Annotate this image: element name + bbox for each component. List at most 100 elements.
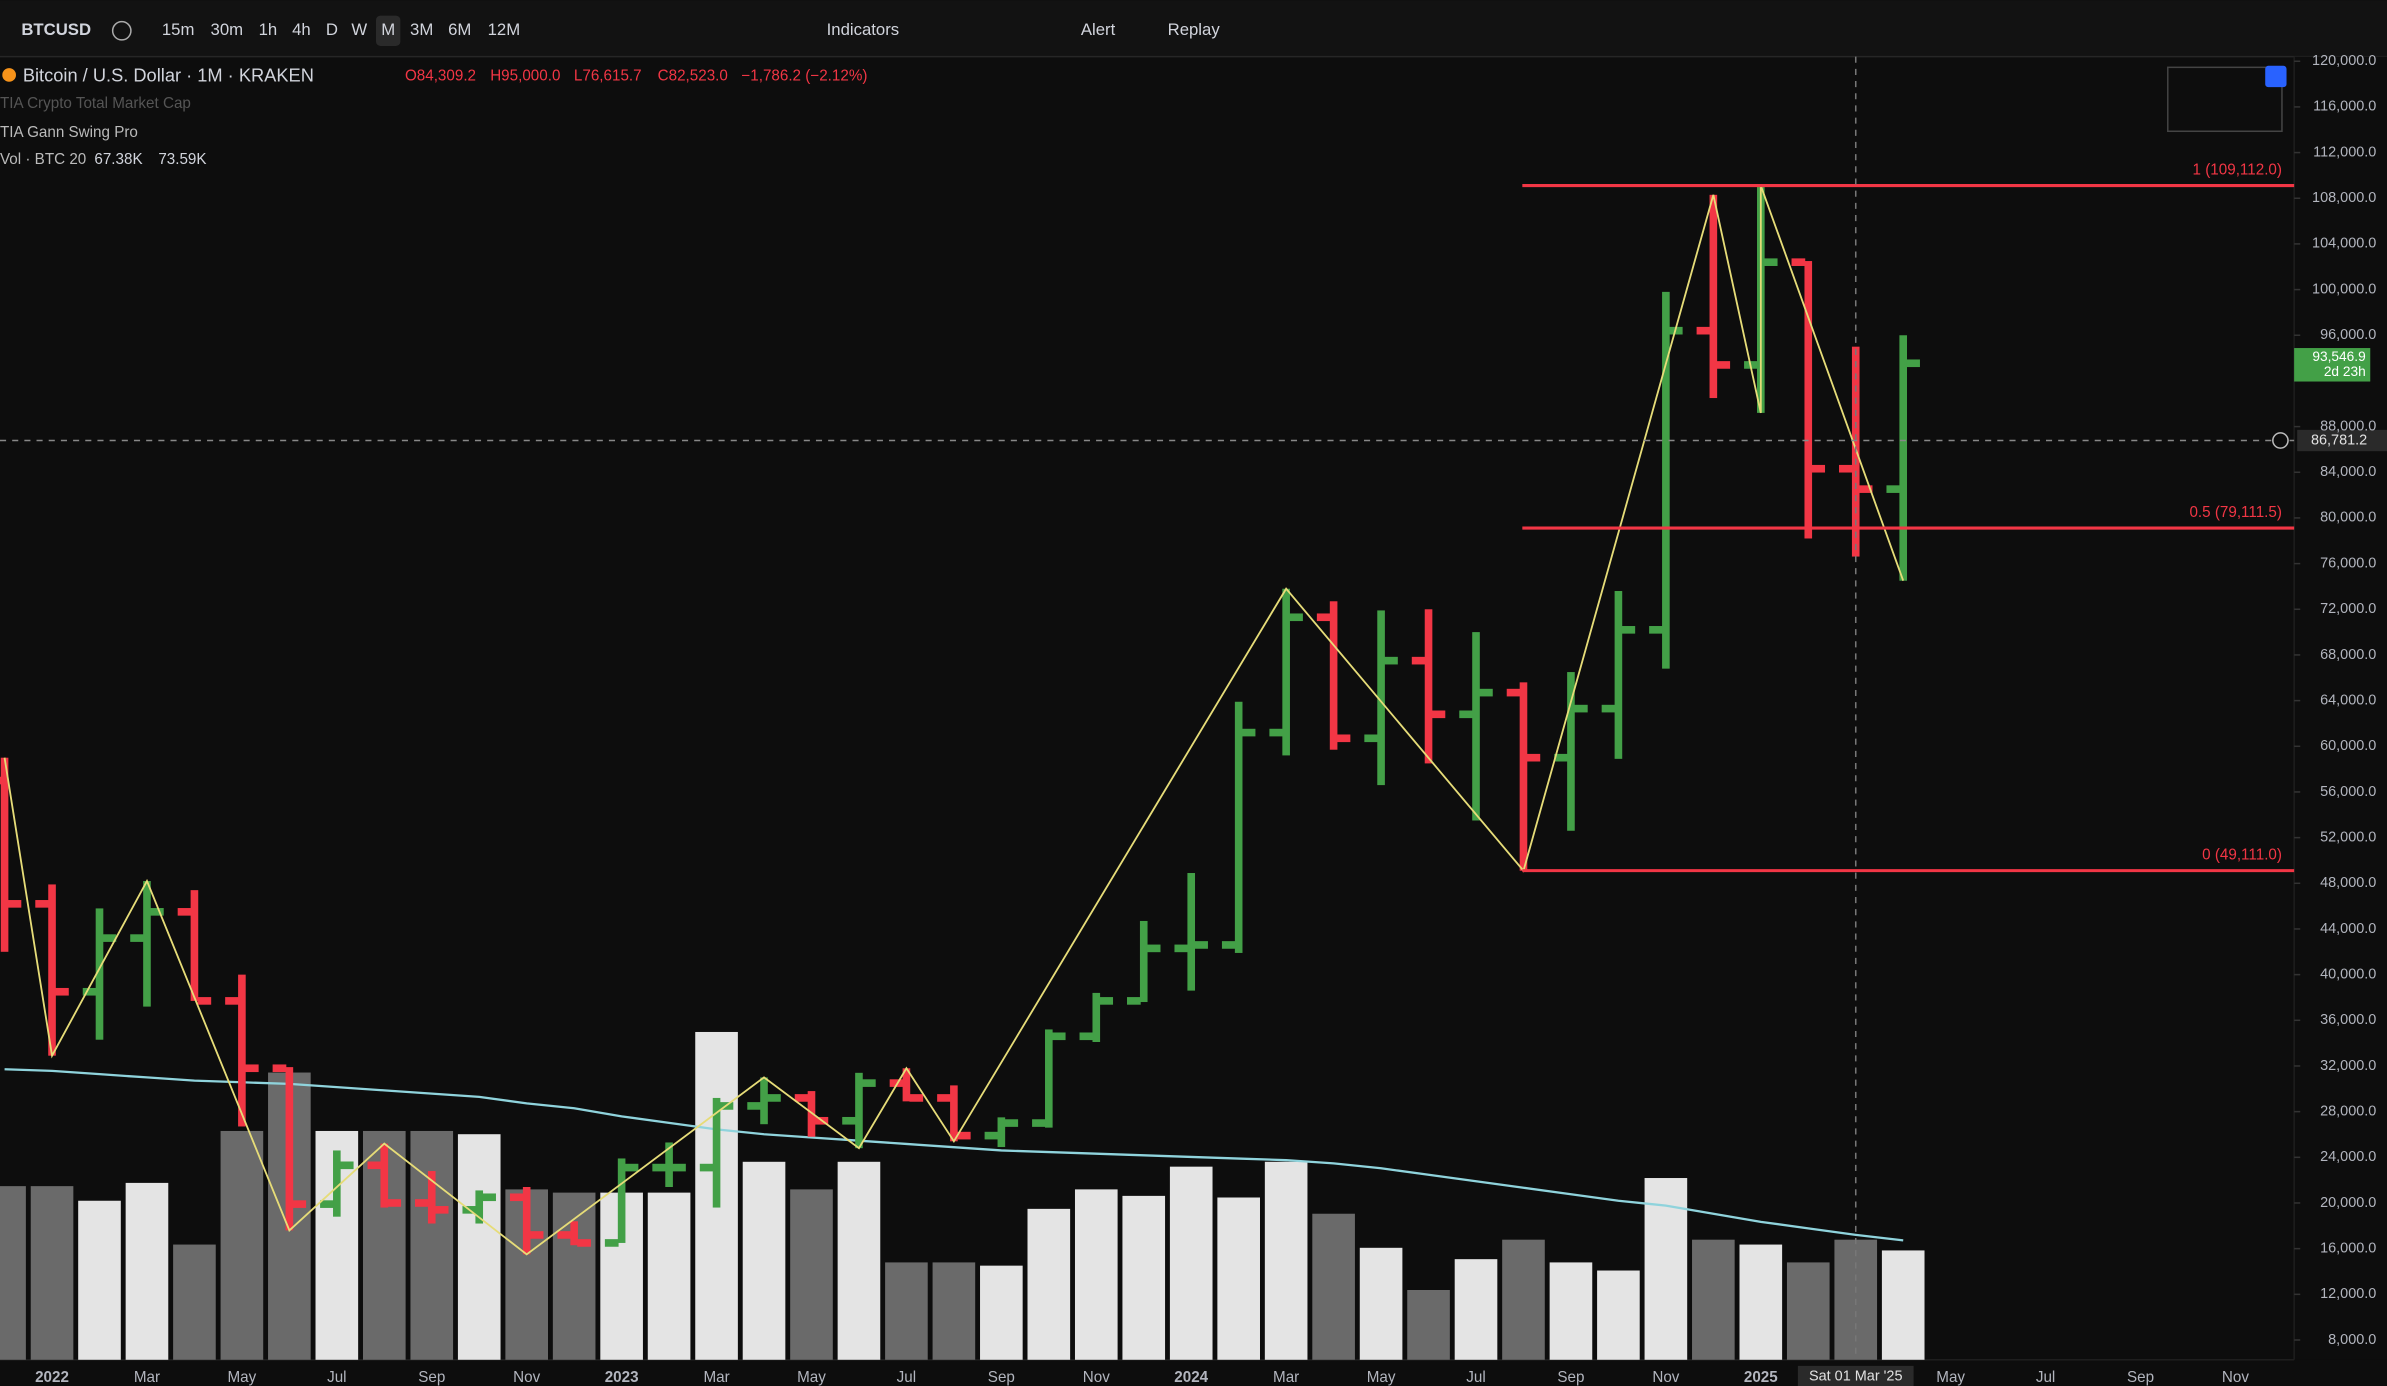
ohlc-close bbox=[1289, 613, 1303, 622]
x-tick-label: Nov bbox=[1083, 1369, 1110, 1386]
volume-bar bbox=[885, 1262, 928, 1360]
ohlc-open bbox=[1221, 941, 1236, 949]
indicators-button[interactable]: Indicators bbox=[827, 20, 900, 39]
volume-bar bbox=[1454, 1259, 1498, 1360]
ohlc-close bbox=[1479, 688, 1493, 697]
ohlc-range bbox=[380, 1143, 389, 1208]
volume-bar bbox=[552, 1192, 596, 1360]
ohlc-range bbox=[570, 1221, 578, 1246]
ohlc-open bbox=[557, 1231, 572, 1239]
interval-button[interactable]: W bbox=[351, 20, 367, 39]
ohlc-range bbox=[1092, 992, 1101, 1042]
x-tick-label: May bbox=[797, 1369, 826, 1386]
ohlc-open bbox=[1696, 326, 1711, 335]
ohlc-range bbox=[760, 1077, 768, 1125]
volume-bar bbox=[1786, 1262, 1830, 1360]
volume-bar bbox=[78, 1200, 121, 1360]
ohlc-open bbox=[1079, 1032, 1094, 1041]
x-tick-label: Mar bbox=[1273, 1369, 1299, 1386]
ohlc-open bbox=[842, 1116, 856, 1125]
y-tick-label: 80,000.0 bbox=[2320, 510, 2376, 526]
ohlc-close bbox=[1906, 359, 1920, 368]
y-tick-label: 60,000.0 bbox=[2320, 738, 2376, 754]
ohlc-open bbox=[1506, 688, 1521, 697]
volume-bar bbox=[1074, 1189, 1118, 1360]
ohlc-open bbox=[320, 1200, 334, 1208]
volume-bar bbox=[1359, 1247, 1403, 1360]
volume-bar bbox=[30, 1186, 74, 1360]
ohlc-close bbox=[1621, 626, 1636, 634]
ohlc-range bbox=[143, 881, 151, 1007]
alert-button[interactable]: Alert bbox=[1081, 20, 1116, 39]
ohlc-range bbox=[427, 1171, 436, 1224]
interval-button[interactable]: D bbox=[326, 20, 338, 39]
volume-bar bbox=[1692, 1239, 1735, 1360]
x-tick-label: Jul bbox=[1466, 1369, 1485, 1386]
symbol-icon bbox=[2, 68, 16, 82]
ohlc-open bbox=[1886, 485, 1901, 493]
interval-button[interactable]: 1h bbox=[259, 20, 278, 39]
interval-button[interactable]: 3M bbox=[410, 20, 433, 39]
replay-button[interactable]: Replay bbox=[1168, 20, 1221, 39]
interval-button[interactable]: 6M bbox=[448, 20, 471, 39]
y-tick-label: 72,000.0 bbox=[2320, 601, 2376, 617]
crosshair-time-box bbox=[1797, 1365, 1914, 1386]
ohlc-open bbox=[699, 1163, 714, 1172]
ohlc-close bbox=[767, 1094, 781, 1102]
ohlc-open bbox=[1791, 258, 1806, 266]
ohlc-open bbox=[1411, 656, 1426, 665]
ohlc-close bbox=[1716, 361, 1731, 369]
last-price-box bbox=[2294, 348, 2371, 382]
panel-icon[interactable] bbox=[2265, 65, 2287, 88]
ohlc-open bbox=[0, 776, 2, 785]
interval-button[interactable]: 12M bbox=[488, 20, 521, 39]
volume-bar bbox=[1549, 1262, 1593, 1360]
ohlc-range bbox=[1187, 873, 1196, 991]
ohlc-close bbox=[482, 1193, 496, 1202]
ohlc-open bbox=[1269, 728, 1284, 737]
ohlc-open bbox=[794, 1094, 809, 1102]
x-tick-label: Mar bbox=[134, 1369, 160, 1386]
ohlc-range bbox=[285, 1067, 294, 1231]
volume-bar bbox=[1169, 1166, 1213, 1360]
crosshair-price-box bbox=[2297, 429, 2387, 452]
volume-bar bbox=[1027, 1208, 1071, 1360]
y-tick-label: 24,000.0 bbox=[2320, 1149, 2376, 1165]
y-tick-label: 84,000.0 bbox=[2320, 464, 2376, 480]
volume-bar bbox=[125, 1182, 169, 1360]
ohlc-range bbox=[0, 757, 9, 952]
symbol[interactable]: BTCUSD bbox=[21, 20, 91, 39]
x-tick-label: 2023 bbox=[605, 1369, 639, 1386]
x-tick-label: Sep bbox=[418, 1369, 445, 1386]
volume-bar bbox=[0, 1186, 26, 1360]
y-tick-label: 40,000.0 bbox=[2320, 966, 2376, 982]
ohlc-open bbox=[604, 1239, 619, 1247]
volume-bar bbox=[837, 1161, 881, 1360]
ohlc-close bbox=[672, 1163, 686, 1172]
interval-button[interactable]: M bbox=[381, 20, 395, 39]
ohlc-range bbox=[48, 884, 56, 1056]
last-price-countdown: 2d 23h bbox=[2324, 364, 2366, 379]
ohlc-open bbox=[1032, 1119, 1046, 1127]
volume-bar bbox=[1217, 1197, 1260, 1360]
y-tick-label: 20,000.0 bbox=[2320, 1195, 2376, 1211]
ohlc-close bbox=[956, 1131, 971, 1140]
interval-button[interactable]: 15m bbox=[162, 20, 195, 39]
interval-button[interactable]: 30m bbox=[211, 20, 244, 39]
indicator-legend[interactable]: TIA Crypto Total Market Cap bbox=[0, 95, 191, 112]
y-tick-label: 36,000.0 bbox=[2320, 1012, 2376, 1028]
volume-legend[interactable]: Vol · BTC 20 bbox=[0, 151, 86, 168]
ohlc-range bbox=[1282, 588, 1290, 756]
mini-panel[interactable] bbox=[2167, 66, 2283, 133]
ohlc-range bbox=[1899, 335, 1908, 581]
volume-bar bbox=[1312, 1213, 1355, 1360]
ohlc-close bbox=[624, 1163, 639, 1172]
ohlc-open bbox=[937, 1094, 951, 1102]
indicator-legend[interactable]: TIA Gann Swing Pro bbox=[0, 124, 138, 141]
add-symbol[interactable] bbox=[111, 20, 132, 41]
ohlc-close bbox=[1858, 485, 1873, 493]
ohlc-open bbox=[1127, 997, 1141, 1005]
interval-button[interactable]: 4h bbox=[292, 20, 311, 39]
ohlc-open bbox=[509, 1193, 524, 1202]
